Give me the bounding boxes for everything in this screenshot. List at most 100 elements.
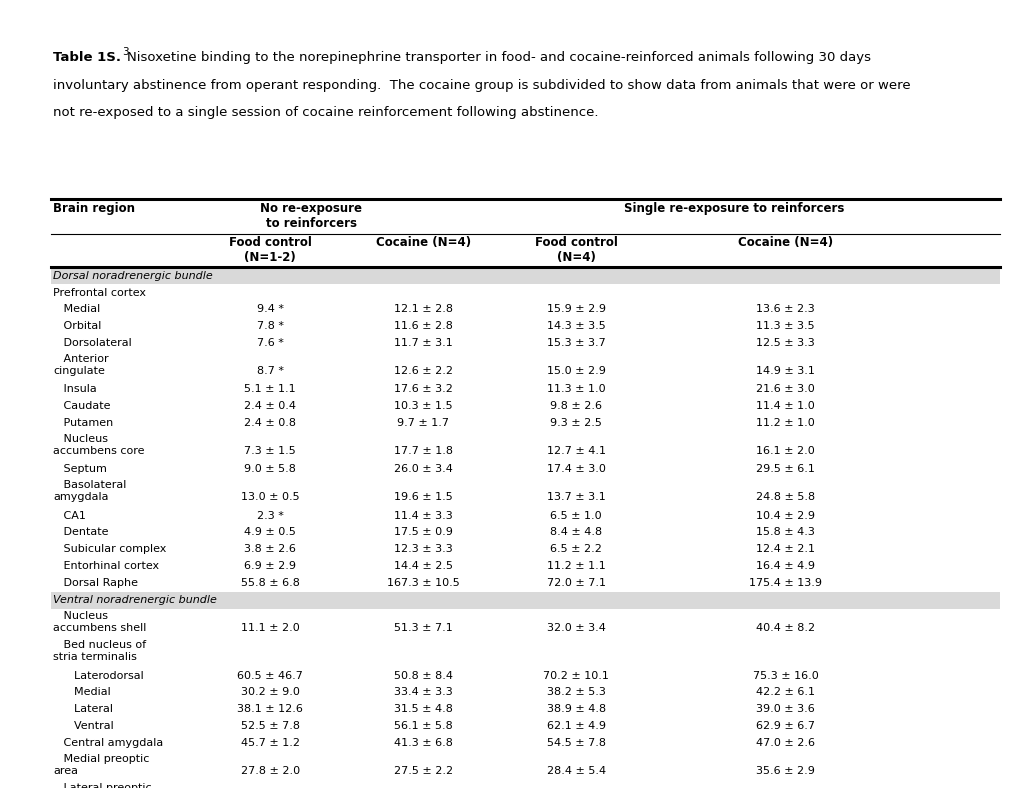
Text: 12.4 ± 2.1: 12.4 ± 2.1 [755, 545, 814, 555]
Text: 24.8 ± 5.8: 24.8 ± 5.8 [755, 492, 814, 503]
Text: 12.3 ± 3.3: 12.3 ± 3.3 [393, 545, 452, 555]
Text: 45.7 ± 1.2: 45.7 ± 1.2 [240, 738, 300, 749]
Text: 6.5 ± 1.0: 6.5 ± 1.0 [550, 511, 601, 521]
Text: 55.8 ± 6.8: 55.8 ± 6.8 [240, 578, 300, 589]
Text: 62.1 ± 4.9: 62.1 ± 4.9 [546, 721, 605, 731]
Text: 16.4 ± 4.9: 16.4 ± 4.9 [755, 561, 814, 571]
Text: involuntary abstinence from operant responding.  The cocaine group is subdivided: involuntary abstinence from operant resp… [53, 79, 910, 91]
Text: 14.3 ± 3.5: 14.3 ± 3.5 [546, 322, 605, 332]
Text: No re-exposure
to reinforcers: No re-exposure to reinforcers [260, 202, 362, 230]
Text: Nucleus
accumbens core: Nucleus accumbens core [53, 434, 145, 455]
Text: Cocaine (N=4): Cocaine (N=4) [737, 236, 833, 249]
Text: 2.3 *: 2.3 * [257, 511, 283, 521]
Text: 12.5 ± 3.3: 12.5 ± 3.3 [755, 338, 814, 348]
Text: 8.7 *: 8.7 * [257, 366, 283, 376]
Text: 11.2 ± 1.0: 11.2 ± 1.0 [755, 418, 814, 429]
Text: 11.7 ± 3.1: 11.7 ± 3.1 [393, 338, 452, 348]
Text: 42.2 ± 6.1: 42.2 ± 6.1 [755, 687, 814, 697]
Text: Medial: Medial [53, 687, 111, 697]
Text: 17.4 ± 3.0: 17.4 ± 3.0 [546, 464, 605, 474]
Text: 17.7 ± 1.8: 17.7 ± 1.8 [393, 446, 452, 456]
Text: Insula: Insula [53, 385, 97, 395]
Text: Dentate: Dentate [53, 527, 108, 537]
Text: 11.4 ± 1.0: 11.4 ± 1.0 [755, 401, 814, 411]
Text: 27.5 ± 2.2: 27.5 ± 2.2 [393, 766, 452, 776]
Text: 3.8 ± 2.6: 3.8 ± 2.6 [245, 545, 296, 555]
Text: 38.1 ± 12.6: 38.1 ± 12.6 [237, 704, 303, 715]
Text: 9.0 ± 5.8: 9.0 ± 5.8 [245, 464, 296, 474]
Text: Septum: Septum [53, 464, 107, 474]
Text: Ventral: Ventral [53, 721, 114, 731]
Text: 19.6 ± 1.5: 19.6 ± 1.5 [393, 492, 452, 503]
Text: 13.6 ± 2.3: 13.6 ± 2.3 [755, 304, 814, 314]
Text: 8.4 ± 4.8: 8.4 ± 4.8 [549, 527, 602, 537]
Text: Medial: Medial [53, 304, 100, 314]
Text: 33.4 ± 3.3: 33.4 ± 3.3 [393, 687, 452, 697]
Text: 2.4 ± 0.4: 2.4 ± 0.4 [245, 401, 296, 411]
Text: 15.9 ± 2.9: 15.9 ± 2.9 [546, 304, 605, 314]
Text: Anterior
cingulate: Anterior cingulate [53, 354, 109, 376]
Text: Nisoxetine binding to the norepinephrine transporter in food- and cocaine-reinfo: Nisoxetine binding to the norepinephrine… [127, 51, 870, 64]
Bar [51, 267, 999, 284]
Text: 6.5 ± 2.2: 6.5 ± 2.2 [550, 545, 601, 555]
Text: 9.8 ± 2.6: 9.8 ± 2.6 [550, 401, 601, 411]
Text: 38.2 ± 5.3: 38.2 ± 5.3 [546, 687, 605, 697]
Text: 40.4 ± 8.2: 40.4 ± 8.2 [755, 623, 814, 634]
Text: 15.0 ± 2.9: 15.0 ± 2.9 [546, 366, 605, 376]
Text: 13.7 ± 3.1: 13.7 ± 3.1 [546, 492, 605, 503]
Text: 7.6 *: 7.6 * [257, 338, 283, 348]
Text: 62.9 ± 6.7: 62.9 ± 6.7 [755, 721, 814, 731]
Text: 21.6 ± 3.0: 21.6 ± 3.0 [755, 385, 814, 395]
Text: 72.0 ± 7.1: 72.0 ± 7.1 [546, 578, 605, 589]
Text: 13.0 ± 0.5: 13.0 ± 0.5 [240, 492, 300, 503]
Text: 54.5 ± 7.8: 54.5 ± 7.8 [546, 738, 605, 749]
Bar [51, 592, 999, 609]
Text: 70.2 ± 10.1: 70.2 ± 10.1 [543, 671, 608, 681]
Text: Lateral: Lateral [53, 704, 113, 715]
Text: 167.3 ± 10.5: 167.3 ± 10.5 [386, 578, 460, 589]
Text: 41.3 ± 6.8: 41.3 ± 6.8 [393, 738, 452, 749]
Text: 60.5 ± 46.7: 60.5 ± 46.7 [237, 671, 303, 681]
Text: 9.4 *: 9.4 * [257, 304, 283, 314]
Text: Central amygdala: Central amygdala [53, 738, 163, 749]
Text: Single re-exposure to reinforcers: Single re-exposure to reinforcers [624, 202, 844, 214]
Text: Bed nucleus of
stria terminalis: Bed nucleus of stria terminalis [53, 640, 146, 662]
Text: 9.7 ± 1.7: 9.7 ± 1.7 [397, 418, 448, 429]
Text: 10.4 ± 2.9: 10.4 ± 2.9 [755, 511, 814, 521]
Text: 52.5 ± 7.8: 52.5 ± 7.8 [240, 721, 300, 731]
Text: 16.1 ± 2.0: 16.1 ± 2.0 [755, 446, 814, 456]
Text: 15.3 ± 3.7: 15.3 ± 3.7 [546, 338, 605, 348]
Text: Subicular complex: Subicular complex [53, 545, 166, 555]
Text: not re-exposed to a single session of cocaine reinforcement following abstinence: not re-exposed to a single session of co… [53, 106, 598, 119]
Text: Ventral noradrenergic bundle: Ventral noradrenergic bundle [53, 595, 217, 605]
Text: 3: 3 [122, 47, 128, 58]
Text: 12.7 ± 4.1: 12.7 ± 4.1 [546, 446, 605, 456]
Text: 56.1 ± 5.8: 56.1 ± 5.8 [393, 721, 452, 731]
Text: Orbital: Orbital [53, 322, 101, 332]
Text: Putamen: Putamen [53, 418, 113, 429]
Text: Prefrontal cortex: Prefrontal cortex [53, 288, 146, 298]
Text: Table 1S.: Table 1S. [53, 51, 121, 64]
Text: Brain region: Brain region [53, 202, 135, 214]
Text: Food control
(N=1-2): Food control (N=1-2) [228, 236, 312, 265]
Text: Basolateral
amygdala: Basolateral amygdala [53, 481, 126, 502]
Text: 51.3 ± 7.1: 51.3 ± 7.1 [393, 623, 452, 634]
Text: Entorhinal cortex: Entorhinal cortex [53, 561, 159, 571]
Text: 11.3 ± 1.0: 11.3 ± 1.0 [546, 385, 605, 395]
Text: 14.9 ± 3.1: 14.9 ± 3.1 [755, 366, 814, 376]
Text: Dorsolateral: Dorsolateral [53, 338, 131, 348]
Text: Dorsal noradrenergic bundle: Dorsal noradrenergic bundle [53, 270, 213, 281]
Text: 47.0 ± 2.6: 47.0 ± 2.6 [755, 738, 814, 749]
Text: 12.1 ± 2.8: 12.1 ± 2.8 [393, 304, 452, 314]
Text: 2.4 ± 0.8: 2.4 ± 0.8 [245, 418, 296, 429]
Text: 17.5 ± 0.9: 17.5 ± 0.9 [393, 527, 452, 537]
Text: 175.4 ± 13.9: 175.4 ± 13.9 [748, 578, 821, 589]
Text: Medial preoptic
area: Medial preoptic area [53, 754, 149, 775]
Text: Nucleus
accumbens shell: Nucleus accumbens shell [53, 611, 147, 633]
Text: 11.2 ± 1.1: 11.2 ± 1.1 [546, 561, 605, 571]
Text: 15.8 ± 4.3: 15.8 ± 4.3 [755, 527, 814, 537]
Text: 11.4 ± 3.3: 11.4 ± 3.3 [393, 511, 452, 521]
Text: 11.6 ± 2.8: 11.6 ± 2.8 [393, 322, 452, 332]
Text: Caudate: Caudate [53, 401, 110, 411]
Text: Cocaine (N=4): Cocaine (N=4) [375, 236, 471, 249]
